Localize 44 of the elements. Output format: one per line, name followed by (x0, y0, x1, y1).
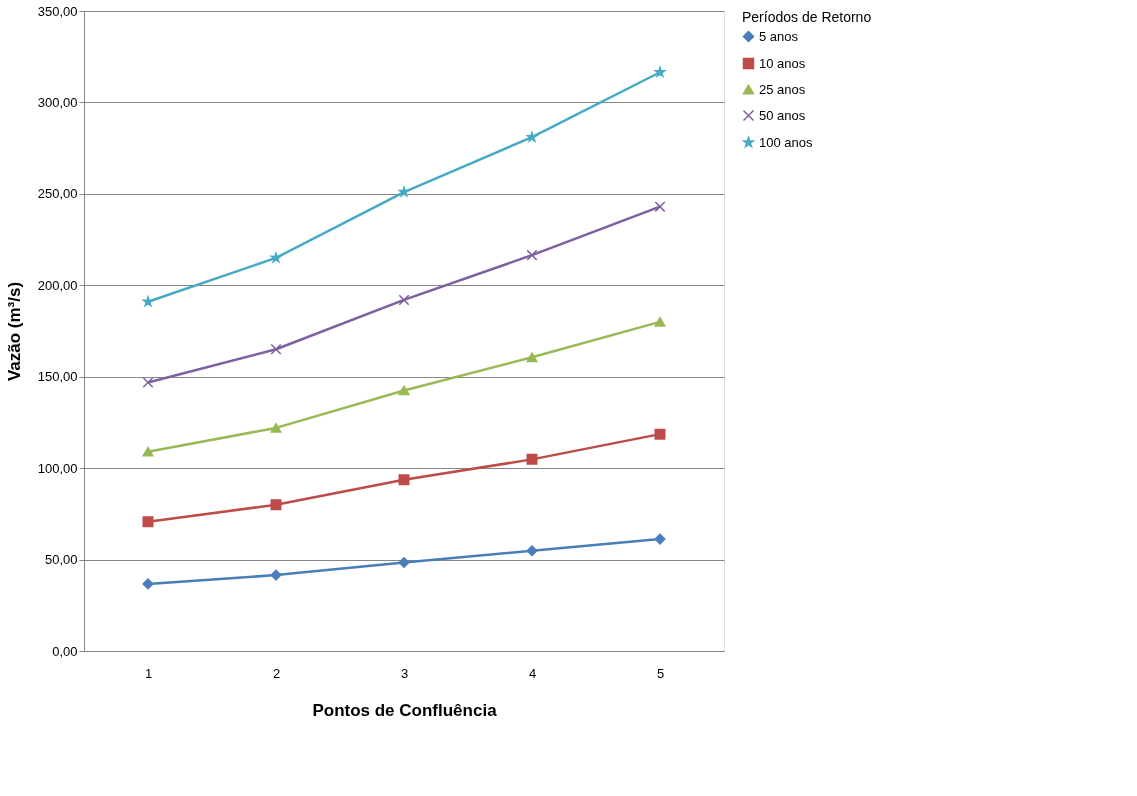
point (270, 423, 282, 433)
y-tick-label: 50,00 (44, 552, 78, 568)
point (654, 66, 666, 77)
y-tick-label: 250,00 (37, 186, 78, 202)
y-tick-label: 200,00 (37, 277, 78, 293)
point (526, 453, 538, 465)
legend-label: 10 anos (759, 55, 806, 71)
x-tick-label: 5 (656, 665, 665, 681)
x-axis-title: Pontos de Confluência (312, 700, 498, 720)
point (398, 294, 410, 306)
y-tick-label: 350,00 (37, 3, 78, 19)
point (142, 377, 154, 389)
point (270, 569, 282, 581)
point (398, 186, 410, 197)
point (654, 317, 666, 327)
legend-title: Períodos de Retorno (742, 9, 872, 25)
point (526, 131, 538, 142)
point (526, 545, 538, 557)
point (398, 385, 410, 396)
point (526, 249, 538, 261)
point (654, 428, 666, 440)
point (142, 446, 154, 457)
point (526, 352, 538, 363)
point (142, 516, 154, 528)
point (270, 499, 282, 511)
point (270, 343, 282, 355)
y-tick-label: 150,00 (37, 369, 78, 385)
point (654, 201, 666, 213)
y-axis-title: Vazão (m³/s) (4, 281, 24, 382)
legend-label: 100 anos (759, 134, 813, 150)
x-tick-label: 1 (144, 665, 153, 681)
y-tick-label: 0,00 (52, 643, 78, 659)
point (654, 533, 666, 545)
x-tick-label: 3 (400, 665, 409, 681)
point (142, 578, 154, 590)
legend-label: 5 anos (759, 28, 799, 44)
point (398, 474, 410, 486)
x-tick-label: 2 (272, 665, 281, 681)
legend-label: 25 anos (759, 81, 806, 97)
point (398, 557, 410, 568)
y-tick-label: 100,00 (37, 460, 78, 476)
legend-label: 50 anos (759, 107, 806, 123)
y-tick-label: 300,00 (37, 94, 78, 110)
x-tick-label: 4 (528, 665, 537, 681)
